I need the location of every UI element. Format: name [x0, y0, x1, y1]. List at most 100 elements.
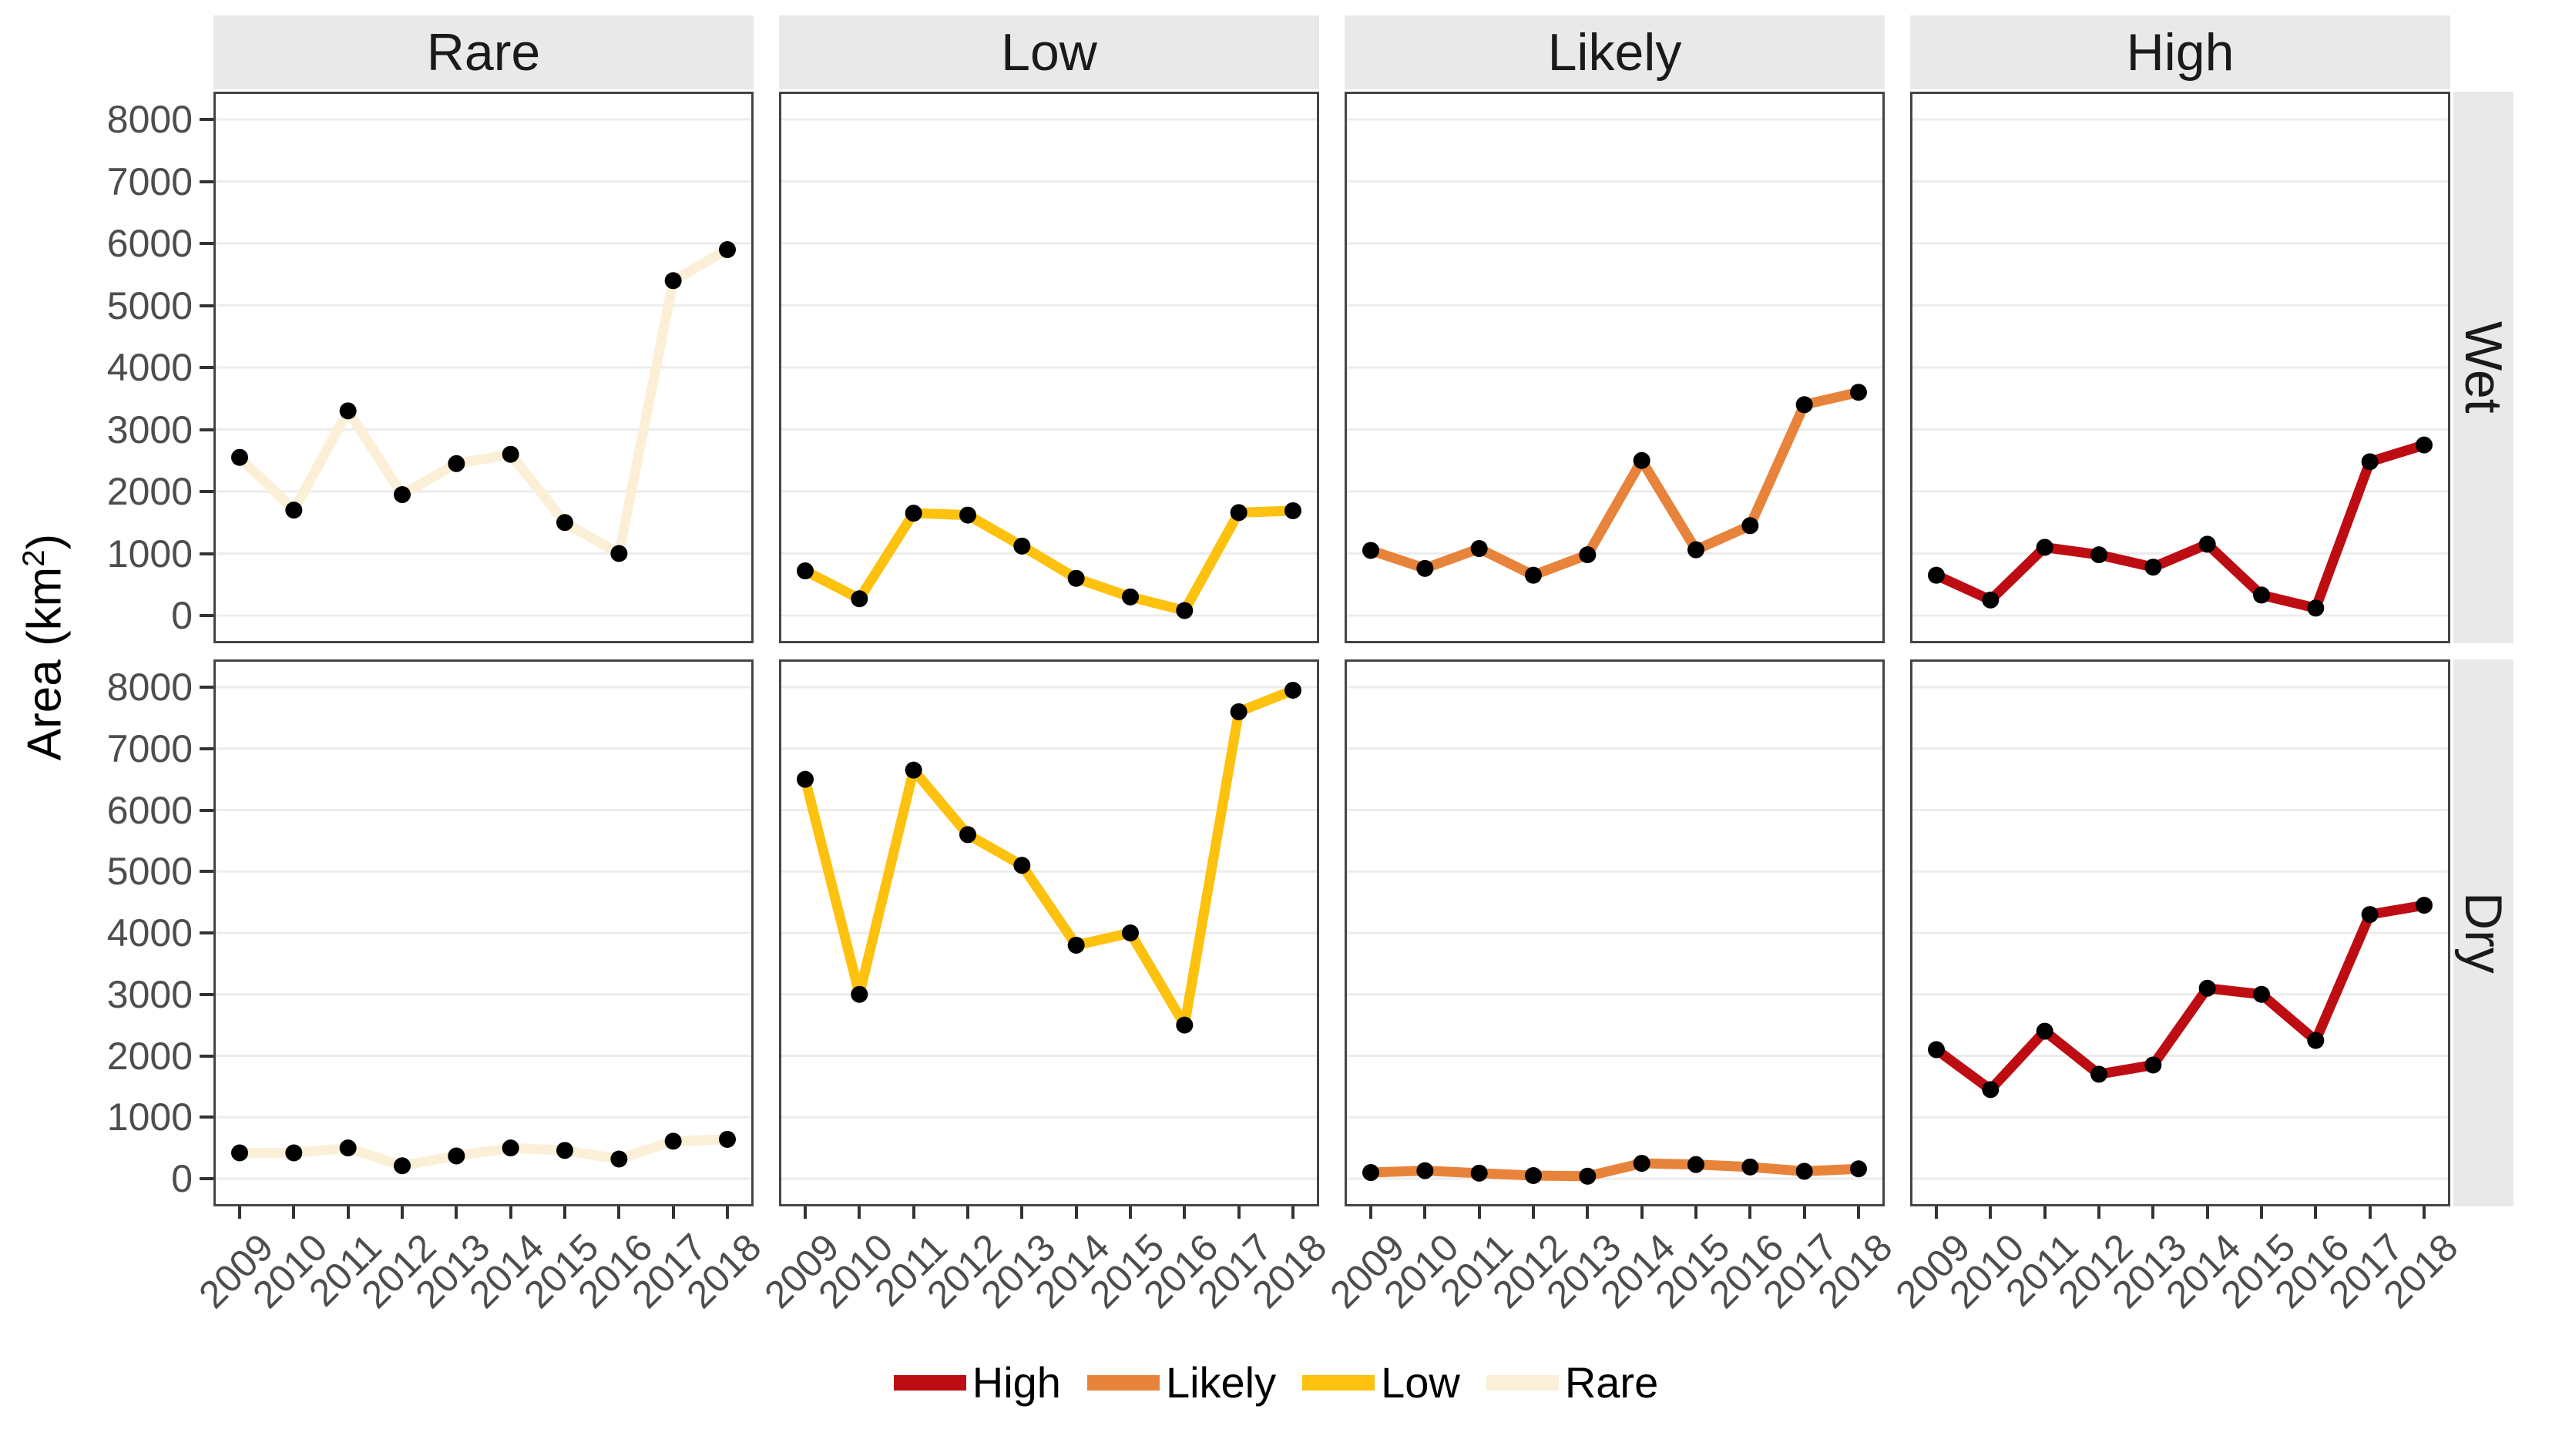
x-tick-mark [671, 1206, 675, 1219]
data-point-2010 [1416, 559, 1434, 577]
data-point-2015 [1687, 1156, 1704, 1173]
x-tick-mark [858, 1206, 861, 1219]
y-tick-label-3000: 3000 [106, 408, 193, 451]
y-tick-mark [200, 304, 213, 307]
panel-border [779, 92, 1319, 643]
x-tick-mark [238, 1206, 241, 1219]
y-tick-label-0: 0 [171, 1157, 193, 1200]
data-point-2016 [610, 1150, 628, 1168]
series-line-high-dry [1933, 900, 2426, 1095]
x-tick-mark [1369, 1206, 1372, 1219]
data-point-2012 [1525, 566, 1542, 584]
data-point-2011 [1470, 540, 1488, 558]
data-point-2017 [664, 1132, 682, 1150]
legend-label-low: Low [1381, 1358, 1460, 1407]
data-point-2011 [905, 761, 922, 779]
series-line-likely-wet [1368, 387, 1860, 581]
x-tick-mark [912, 1206, 915, 1219]
x-tick-mark [1237, 1206, 1241, 1219]
y-tick-label-6000: 6000 [106, 788, 193, 832]
y-tick-mark [200, 1054, 213, 1058]
data-point-2014 [502, 1139, 519, 1157]
x-tick-mark [2097, 1206, 2100, 1219]
legend-item-rare: Rare [1486, 1357, 1658, 1407]
data-point-2012 [959, 826, 976, 844]
y-tick-label-3000: 3000 [106, 972, 193, 1016]
data-point-2018 [2416, 436, 2433, 454]
data-point-2015 [556, 514, 573, 532]
x-tick-mark [401, 1206, 404, 1219]
y-tick-mark [200, 1115, 213, 1119]
x-tick-mark [726, 1206, 729, 1219]
legend-key-rare [1486, 1374, 1559, 1391]
data-point-2015 [1122, 924, 1139, 941]
legend: High Likely Low Rare [0, 1357, 2552, 1407]
panel-border [1345, 92, 1885, 643]
data-point-2011 [339, 1139, 357, 1157]
y-tick-label-0: 0 [171, 594, 193, 637]
y-tick-label-1000: 1000 [106, 1095, 193, 1139]
data-point-2012 [959, 506, 976, 524]
panel-border [213, 659, 754, 1206]
y-tick-mark [200, 686, 213, 689]
y-tick-label-1000: 1000 [106, 532, 193, 575]
data-point-2011 [1470, 1164, 1488, 1182]
data-point-2015 [1687, 541, 1704, 559]
data-point-2016 [1176, 1016, 1194, 1034]
series-line-low-wet [803, 505, 1294, 616]
x-tick-mark [1423, 1206, 1427, 1219]
x-tick-mark [1694, 1206, 1697, 1219]
y-tick-label-8000: 8000 [106, 98, 193, 141]
y-tick-label-4000: 4000 [106, 346, 193, 389]
panel-border [779, 659, 1319, 1206]
data-point-2009 [1928, 566, 1945, 584]
data-point-2011 [339, 402, 357, 420]
panel-likely-wet [1345, 92, 1885, 643]
x-tick-mark [966, 1206, 969, 1219]
x-tick-mark [1640, 1206, 1644, 1219]
x-tick-mark [455, 1206, 458, 1219]
x-tick-mark [2260, 1206, 2263, 1219]
legend-key-low [1302, 1374, 1375, 1391]
facet-strip-label: Low [1001, 23, 1097, 82]
y-tick-label-4000: 4000 [106, 911, 193, 954]
series-line-low-dry [800, 685, 1295, 1031]
data-point-2015 [2253, 586, 2270, 604]
data-point-2018 [1850, 384, 1867, 401]
data-point-2013 [1579, 1167, 1597, 1185]
data-point-2018 [1850, 1160, 1867, 1178]
data-point-2009 [797, 562, 814, 580]
x-tick-mark [2368, 1206, 2372, 1219]
data-point-2013 [2144, 559, 2162, 576]
data-point-2012 [394, 1157, 411, 1175]
x-tick-mark [1183, 1206, 1187, 1219]
data-point-2012 [2090, 1065, 2107, 1083]
data-point-2014 [1067, 936, 1085, 954]
data-point-2018 [2416, 897, 2433, 914]
legend-label-high: High [972, 1358, 1061, 1407]
data-point-2017 [1795, 396, 1813, 414]
y-tick-mark [200, 552, 213, 555]
data-point-2016 [1176, 602, 1194, 619]
data-point-2018 [1284, 681, 1301, 699]
data-point-2016 [2307, 1032, 2325, 1049]
y-tick-mark [200, 870, 213, 874]
data-point-2017 [1230, 504, 1247, 522]
legend-item-low: Low [1302, 1357, 1460, 1407]
data-point-2009 [1362, 542, 1379, 559]
facet-strip-wet: Wet [2453, 92, 2513, 643]
x-tick-mark [346, 1206, 350, 1219]
data-point-2009 [797, 770, 814, 788]
data-point-2009 [231, 1144, 248, 1162]
x-tick-mark [1477, 1206, 1481, 1219]
data-point-2014 [1633, 451, 1650, 469]
x-tick-mark [804, 1206, 807, 1219]
x-tick-mark [1129, 1206, 1132, 1219]
data-point-2010 [1982, 591, 2000, 609]
legend-label-likely: Likely [1165, 1358, 1277, 1407]
y-tick-label-5000: 5000 [106, 283, 193, 327]
y-tick-mark [200, 118, 213, 121]
x-tick-mark [2314, 1206, 2318, 1219]
y-tick-label-2000: 2000 [106, 1034, 193, 1078]
